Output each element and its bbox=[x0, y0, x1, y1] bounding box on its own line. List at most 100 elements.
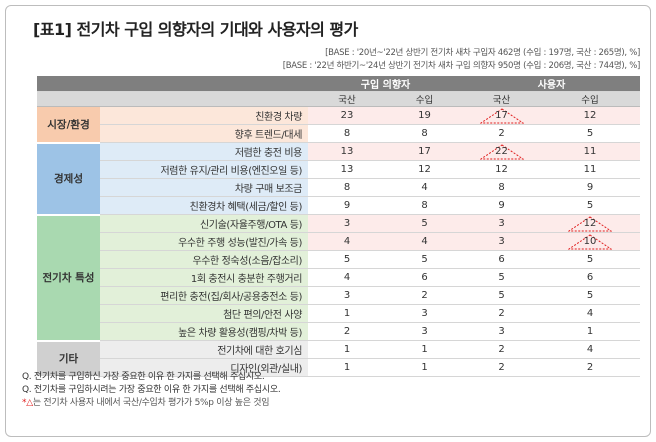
value-cell: 5 bbox=[308, 250, 386, 269]
value-cell: 9 bbox=[308, 196, 386, 215]
table-row: 기타 전기차에 대한 호기심 1 1 2 4 bbox=[37, 340, 640, 378]
value-cell: 3 bbox=[463, 214, 541, 233]
value: 4 bbox=[421, 182, 428, 193]
value-cell: 2 bbox=[540, 358, 640, 377]
value-cell: 3 bbox=[386, 322, 464, 341]
value-cell: 9 bbox=[540, 178, 640, 197]
value-cell: 2 bbox=[463, 358, 541, 377]
item-label: 우수한 정숙성(소음/잡소리) bbox=[100, 250, 308, 269]
value: 2 bbox=[498, 308, 505, 319]
value: 12 bbox=[583, 110, 597, 121]
value: 11 bbox=[583, 164, 597, 175]
sub-header: 국산 bbox=[308, 91, 386, 107]
value: 10 bbox=[583, 236, 597, 247]
header-cell bbox=[37, 76, 100, 92]
value-cell: 3 bbox=[463, 322, 541, 341]
value: 1 bbox=[343, 308, 351, 319]
sub-header: 수입 bbox=[386, 91, 464, 107]
header-row: 국산 수입 국산 수입 bbox=[37, 91, 640, 107]
section-label: 시장/환경 bbox=[37, 106, 100, 144]
table-row: 첨단 편의/안전 사양 1 3 2 4 bbox=[37, 304, 640, 323]
value-cell: 12 bbox=[463, 160, 541, 179]
value-cell: 1 bbox=[386, 358, 464, 377]
footnote-text: 는 전기차 사용자 내에서 국산/수입차 평가가 5%p 이상 높은 것임 bbox=[32, 398, 270, 408]
table-row: 경제성 저렴한 충전 비용 13 17 22 11 bbox=[37, 142, 640, 216]
value-cell: 8 bbox=[386, 196, 464, 215]
value: 5 bbox=[421, 254, 428, 265]
table-row: 디자인(외관/실내) 1 1 2 2 bbox=[37, 358, 640, 377]
table-row: 저렴한 유지/관리 비용(엔진오일 등) 13 12 12 11 bbox=[37, 160, 640, 179]
header-cell bbox=[100, 76, 308, 92]
value: 5 bbox=[498, 290, 505, 301]
value-cell: 3 bbox=[463, 232, 541, 251]
value-cell: 22 bbox=[463, 142, 541, 161]
item-label: 차량 구매 보조금 bbox=[100, 178, 308, 197]
value-cell: 12 bbox=[540, 214, 640, 233]
footnote: *△는 전기차 사용자 내에서 국산/수입차 평가가 5%p 이상 높은 것임 bbox=[22, 395, 270, 408]
header-cell bbox=[100, 91, 308, 107]
value: 2 bbox=[586, 362, 594, 373]
value-cell: 5 bbox=[386, 250, 464, 269]
triangle bbox=[479, 108, 524, 124]
title: [표1] 전기차 구입 의향자의 기대와 사용자의 평가 bbox=[33, 20, 358, 39]
value: 22 bbox=[495, 146, 508, 157]
value-cell: 4 bbox=[540, 304, 640, 323]
item-label: 저렴한 유지/관리 비용(엔진오일 등) bbox=[100, 160, 308, 179]
value: 13 bbox=[340, 164, 354, 175]
value-cell: 3 bbox=[308, 286, 386, 305]
value: 2 bbox=[498, 362, 505, 373]
value-cell: 5 bbox=[463, 286, 541, 305]
group-header: 사용자 bbox=[463, 76, 640, 92]
base-line: [BASE : '22년 하반기~'24년 상반기 전기차 새차 구입 의향자 … bbox=[282, 61, 641, 71]
item-label: 저렴한 충전 비용 bbox=[100, 142, 308, 161]
value-cell: 2 bbox=[308, 322, 386, 341]
sub-header: 수입 bbox=[540, 91, 640, 107]
value-cell: 4 bbox=[308, 268, 386, 287]
triangle bbox=[479, 144, 524, 160]
value-cell: 11 bbox=[540, 142, 640, 161]
value-cell: 19 bbox=[386, 106, 464, 125]
value: 5 bbox=[343, 254, 351, 265]
value-cell: 23 bbox=[308, 106, 386, 125]
item-label: 우수한 주행 성능(발진/가속 등) bbox=[100, 232, 308, 251]
value: 12 bbox=[418, 164, 431, 175]
value: 1 bbox=[343, 344, 351, 355]
item-label: 친환경 차량 bbox=[100, 106, 308, 125]
value: 3 bbox=[421, 308, 428, 319]
value-cell: 4 bbox=[308, 232, 386, 251]
value-cell: 6 bbox=[540, 268, 640, 287]
value: 5 bbox=[586, 290, 594, 301]
item-label: 높은 차량 활용성(캠핑/차박 등) bbox=[100, 322, 308, 341]
header-cell bbox=[37, 91, 100, 107]
item-label: 디자인(외관/실내) bbox=[100, 358, 308, 377]
value-cell: 13 bbox=[308, 142, 386, 161]
value-cell: 2 bbox=[386, 286, 464, 305]
value-cell: 6 bbox=[386, 268, 464, 287]
value: 12 bbox=[495, 164, 508, 175]
value-cell: 10 bbox=[540, 232, 640, 251]
value: 9 bbox=[586, 182, 594, 193]
group-header: 구입 의향자 bbox=[308, 76, 464, 92]
value-cell: 6 bbox=[463, 250, 541, 269]
item-label: 향후 트렌드/대세 bbox=[100, 124, 308, 143]
triangle-marker bbox=[479, 144, 524, 160]
value: 5 bbox=[586, 254, 594, 265]
value-cell: 5 bbox=[540, 286, 640, 305]
section-label: 기타 bbox=[37, 340, 100, 378]
table-row: 편리한 충전(집/회사/공용충전소 등) 3 2 5 5 bbox=[37, 286, 640, 305]
table-row: 친환경차 혜택(세금/할인 등) 9 8 9 5 bbox=[37, 196, 640, 215]
value: 1 bbox=[421, 362, 428, 373]
triangle bbox=[568, 234, 612, 250]
value: 2 bbox=[498, 128, 505, 139]
item-label: 신기술(자율주행/OTA 등) bbox=[100, 214, 308, 233]
value: 6 bbox=[421, 272, 428, 283]
frame bbox=[5, 5, 651, 437]
item-label: 편리한 충전(집/회사/공용충전소 등) bbox=[100, 286, 308, 305]
value: 23 bbox=[340, 110, 354, 121]
value-cell: 4 bbox=[386, 232, 464, 251]
value: 3 bbox=[421, 326, 428, 337]
value: 2 bbox=[498, 344, 505, 355]
value: 3 bbox=[343, 290, 351, 301]
value-cell: 2 bbox=[463, 124, 541, 143]
value: 4 bbox=[586, 308, 594, 319]
